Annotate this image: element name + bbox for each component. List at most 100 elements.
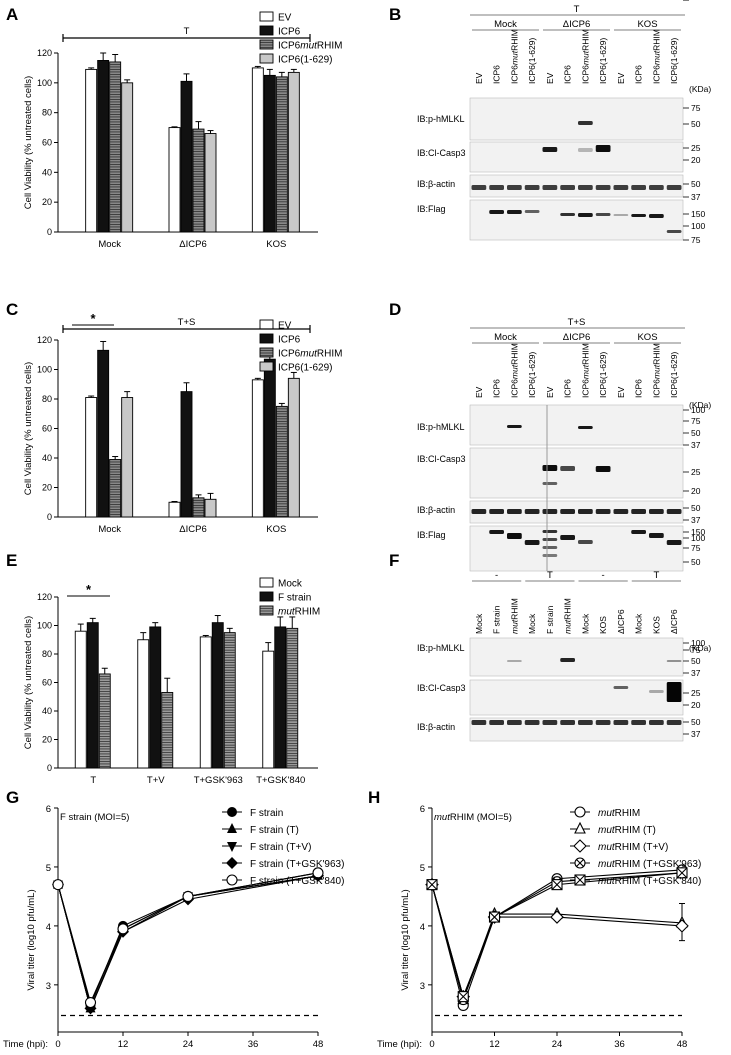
series-line (431, 869, 683, 1008)
x-tick-label: ΔICP6 (179, 239, 206, 250)
blot-label: IB:p-hMLKL (417, 114, 465, 124)
mw-marker-label: 37 (691, 729, 701, 739)
bar (287, 71, 300, 233)
band (524, 540, 540, 545)
legend-entry: ICP6(1-629) (278, 55, 332, 66)
legend-swatch (259, 333, 274, 344)
blot-label: IB:p-hMLKL (417, 422, 465, 432)
y-axis-label: Viral titer (log10 pfu/mL) (400, 889, 411, 990)
y-tick-label: 5 (420, 863, 425, 874)
legend-entry: F strain (T+GSK'840) (250, 876, 344, 887)
line-chart-h: 3 4 5 6 0 12 24 36 48 Time (hpi): Viral titer (log… (377, 804, 701, 1050)
treatment-label: T+S (568, 317, 586, 328)
blot-strip (469, 525, 684, 572)
legend-swatch (259, 25, 274, 36)
band (507, 185, 522, 190)
bar (192, 497, 205, 518)
mw-marker-label: 20 (691, 155, 701, 165)
mw-marker-label: 20 (691, 700, 701, 710)
band (595, 145, 611, 152)
bar (211, 622, 224, 769)
mw-marker-label: 150 (691, 0, 705, 2)
lane-label: EV (545, 72, 555, 84)
band (578, 720, 593, 725)
lane-label: Mock (474, 613, 484, 634)
x-tick-label: 12 (118, 1039, 129, 1050)
band (524, 509, 540, 514)
mw-marker-label: 50 (691, 656, 701, 666)
legend-entry: F strain (T) (250, 825, 299, 836)
data-point (574, 821, 586, 834)
bar (275, 405, 288, 518)
x-tick-label: 48 (313, 1039, 324, 1050)
lane-label: ICP6mutRHIM (509, 343, 519, 398)
x-tick-label: KOS (266, 524, 286, 535)
band (613, 214, 629, 216)
band (524, 210, 540, 213)
data-point (550, 910, 564, 924)
mw-marker-label: 37 (691, 440, 701, 450)
legend-entry: F strain (T+GSK'963) (250, 859, 344, 870)
lane-label: ICP6(1-629) (527, 352, 537, 398)
band (649, 533, 664, 538)
data-point (182, 890, 194, 902)
blot-strip (469, 97, 684, 141)
band (649, 214, 664, 218)
blot-strip (469, 404, 684, 446)
y-axis-label: Cell Viability (% untreated cells) (23, 362, 34, 495)
lane-label: ICP6mutRHIM (651, 343, 661, 398)
line-chart-g: 3 4 5 6 0 12 24 36 48 Time (hpi): Viral titer (log… (3, 804, 344, 1050)
x-tick-label: 12 (489, 1039, 500, 1050)
bar-chart-a: 0 20 40 60 80 100 120 Cell Viability (% untreat… (23, 11, 342, 250)
band (578, 509, 593, 514)
data-point-cross (574, 874, 586, 886)
lane-label: ΔICP6 (616, 609, 626, 634)
band (666, 230, 682, 233)
lane-label: F strain (492, 605, 502, 634)
x-tick-label: Mock (98, 524, 121, 535)
legend-swatch (259, 11, 274, 22)
legend-swatch (259, 53, 274, 64)
legend-swatch (259, 361, 274, 372)
y-axis-label: Viral titer (log10 pfu/mL) (26, 889, 37, 990)
x-tick-label: 48 (677, 1039, 688, 1050)
treatment-label: T (547, 570, 553, 581)
treatment-label: T (574, 4, 580, 15)
y-tick-label: 0 (47, 763, 52, 773)
chart-title: mutRHIM (MOI=5) (434, 812, 512, 823)
band (542, 147, 558, 152)
band (489, 509, 504, 514)
band (560, 185, 575, 190)
band (631, 185, 646, 190)
band (631, 720, 646, 725)
blot-label: IB:β-actin (417, 505, 455, 515)
band (489, 210, 504, 214)
band (595, 466, 611, 472)
band (666, 682, 682, 702)
blot-strip (469, 141, 684, 173)
mw-marker-label: 20 (691, 0, 701, 2)
band (489, 720, 504, 725)
bar (121, 397, 134, 518)
y-tick-label: 80 (42, 649, 52, 659)
legend-entry: Mock (278, 579, 303, 590)
y-tick-label: 80 (42, 394, 52, 404)
mw-marker-label: 50 (691, 557, 701, 567)
lane-label: EV (474, 386, 484, 398)
band (631, 509, 646, 514)
panel-label-f: F (389, 551, 399, 570)
y-tick-label: 20 (42, 735, 52, 745)
group-label: ΔICP6 (563, 332, 590, 343)
legend-entry: F strain (250, 808, 283, 819)
lane-label: ΔICP6 (669, 609, 679, 634)
group-label: Mock (494, 19, 517, 30)
mw-marker-label: 75 (691, 103, 701, 113)
band (595, 213, 611, 216)
panel-label-c: C (6, 300, 18, 319)
significance-star: * (90, 311, 96, 326)
band (613, 509, 629, 514)
data-point-cross (676, 867, 688, 879)
legend-entry: ICP6 (278, 335, 301, 346)
y-tick-label: 120 (37, 48, 52, 58)
x-tick-label: T+GSK'963 (194, 775, 243, 786)
